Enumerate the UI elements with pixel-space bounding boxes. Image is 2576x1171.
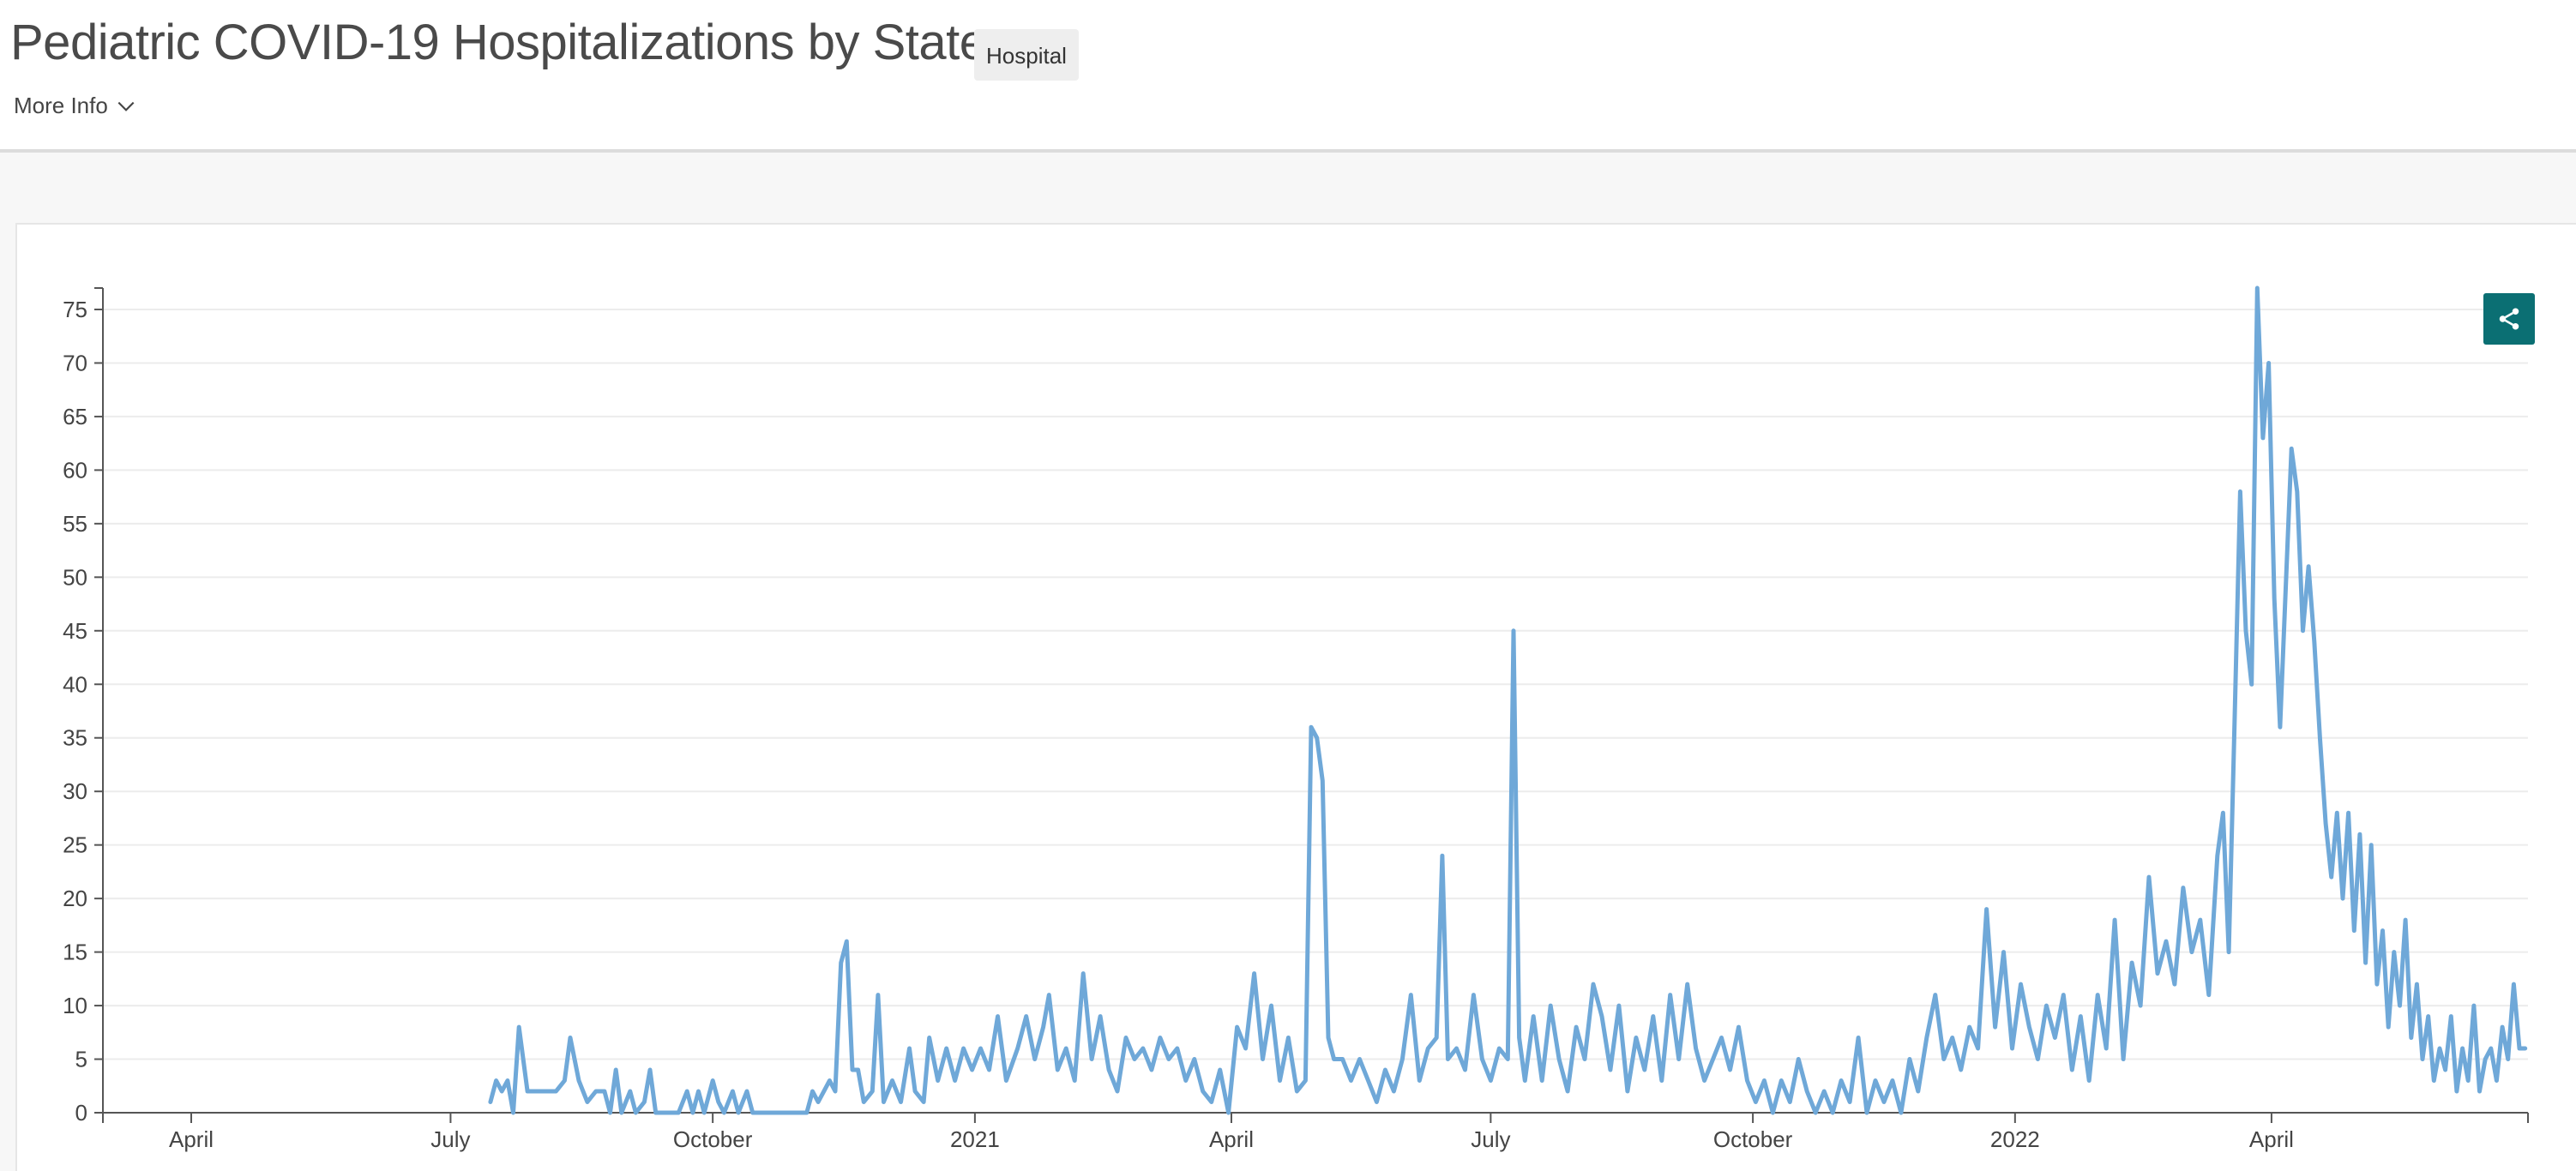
y-tick-label: 70 <box>63 350 87 375</box>
y-tick-label: 45 <box>63 618 87 644</box>
y-tick-label: 55 <box>63 511 87 537</box>
x-tick-label: April <box>169 1126 214 1152</box>
x-tick-label: October <box>673 1126 753 1152</box>
x-tick-label: 2021 <box>950 1126 1000 1152</box>
share-button[interactable] <box>2483 293 2535 345</box>
y-axis: 0 5 10 15 20 25 30 35 40 45 50 55 60 65 70 75 <box>63 287 104 1126</box>
y-tick-label: 5 <box>75 1047 87 1072</box>
y-tick-label: 30 <box>63 778 87 804</box>
y-tick-label: 50 <box>63 564 87 590</box>
y-tick-label: 10 <box>63 993 87 1018</box>
y-tick-label: 40 <box>63 671 87 697</box>
y-tick-label: 25 <box>63 832 87 858</box>
page-header: Pediatric COVID-19 Hospitalizations by S… <box>0 0 2576 153</box>
more-info-label: More Info <box>14 93 108 118</box>
y-tick-label: 60 <box>63 457 87 483</box>
x-tick-label: April <box>1209 1126 1254 1152</box>
y-tick-label: 15 <box>63 940 87 965</box>
y-tick-label: 20 <box>63 886 87 911</box>
chart-card <box>15 223 2576 1171</box>
x-tick-label: July <box>1471 1126 1510 1152</box>
more-info-toggle[interactable]: More Info <box>14 93 137 119</box>
x-tick-label: 2022 <box>1990 1126 2040 1152</box>
x-tick-label: October <box>1713 1126 1793 1152</box>
category-tag[interactable]: Hospital <box>974 29 1079 81</box>
series-line <box>488 285 2528 1115</box>
y-tick-label: 35 <box>63 725 87 751</box>
share-icon <box>2499 308 2519 330</box>
series-group <box>488 285 2528 1115</box>
page-title: Pediatric COVID-19 Hospitalizations by S… <box>10 15 987 70</box>
y-tick-label: 75 <box>63 297 87 322</box>
chevron-down-icon <box>117 101 135 111</box>
x-tick-label: April <box>2249 1126 2294 1152</box>
x-tick-label: July <box>430 1126 470 1152</box>
y-tick-label: 65 <box>63 404 87 429</box>
x-axis: April July October 2021 April July October 2022… <box>102 1112 2529 1152</box>
y-tick-label: 0 <box>75 1100 87 1126</box>
